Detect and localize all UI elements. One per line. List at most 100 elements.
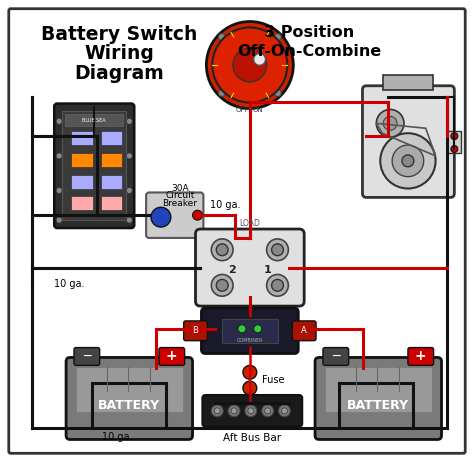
Circle shape	[127, 153, 132, 159]
Text: 1: 1	[264, 265, 272, 274]
Circle shape	[380, 133, 436, 188]
FancyBboxPatch shape	[292, 321, 316, 340]
Circle shape	[216, 244, 228, 255]
Circle shape	[376, 109, 404, 137]
Circle shape	[279, 405, 291, 417]
Text: A: A	[301, 326, 307, 335]
Text: 3 Position: 3 Position	[264, 24, 354, 40]
Text: 10 ga.: 10 ga.	[54, 280, 85, 289]
Circle shape	[192, 210, 202, 220]
Text: ─: ─	[83, 350, 91, 363]
Circle shape	[451, 133, 458, 140]
Circle shape	[219, 34, 225, 41]
FancyBboxPatch shape	[315, 358, 441, 439]
Circle shape	[231, 408, 237, 414]
Circle shape	[214, 408, 220, 414]
Circle shape	[233, 48, 267, 82]
Bar	[71, 175, 93, 188]
Circle shape	[127, 188, 132, 194]
Text: Off-On-Combine: Off-On-Combine	[237, 44, 381, 59]
Text: 10 ga.: 10 ga.	[210, 201, 241, 210]
Circle shape	[243, 381, 257, 395]
Text: ON: ON	[253, 108, 263, 114]
Bar	[71, 131, 93, 145]
Text: Breaker: Breaker	[162, 200, 197, 208]
Bar	[100, 131, 122, 145]
Text: Circuit: Circuit	[165, 191, 194, 201]
Circle shape	[248, 408, 254, 414]
Text: BLUE SEA: BLUE SEA	[82, 118, 106, 123]
FancyBboxPatch shape	[9, 9, 465, 453]
Text: COMBINER: COMBINER	[237, 338, 263, 343]
Circle shape	[262, 405, 273, 417]
Circle shape	[274, 34, 281, 41]
Circle shape	[267, 274, 288, 296]
Text: Fuse: Fuse	[262, 375, 284, 385]
FancyBboxPatch shape	[146, 193, 203, 238]
Circle shape	[211, 274, 233, 296]
FancyBboxPatch shape	[159, 347, 185, 365]
Text: OFF: OFF	[235, 108, 249, 114]
FancyBboxPatch shape	[74, 347, 100, 365]
Circle shape	[267, 239, 288, 261]
Text: 30A: 30A	[171, 183, 189, 193]
Bar	[100, 175, 122, 188]
Circle shape	[245, 405, 257, 417]
Circle shape	[274, 90, 281, 97]
Circle shape	[272, 280, 283, 291]
Circle shape	[254, 54, 265, 65]
Circle shape	[451, 146, 458, 152]
Text: B: B	[192, 326, 199, 335]
Text: LOAD: LOAD	[239, 219, 260, 228]
Circle shape	[238, 325, 246, 333]
Circle shape	[127, 118, 132, 124]
Circle shape	[243, 365, 257, 379]
Bar	[65, 115, 123, 126]
Text: Aft Bus Bar: Aft Bus Bar	[223, 432, 281, 443]
Circle shape	[56, 153, 62, 159]
Text: +: +	[166, 349, 178, 364]
FancyBboxPatch shape	[363, 86, 455, 197]
Circle shape	[211, 405, 223, 417]
Bar	[383, 75, 433, 90]
Circle shape	[216, 280, 228, 291]
Circle shape	[56, 118, 62, 124]
Bar	[76, 367, 182, 412]
Text: 10 ga.: 10 ga.	[101, 432, 132, 443]
Circle shape	[264, 408, 271, 414]
FancyBboxPatch shape	[54, 103, 134, 228]
Text: 2: 2	[228, 265, 236, 274]
Circle shape	[151, 207, 171, 227]
Circle shape	[127, 217, 132, 223]
FancyBboxPatch shape	[66, 358, 192, 439]
Bar	[100, 196, 122, 210]
Text: Battery Switch: Battery Switch	[41, 24, 198, 43]
FancyBboxPatch shape	[195, 229, 304, 306]
Circle shape	[211, 239, 233, 261]
FancyBboxPatch shape	[408, 347, 434, 365]
Bar	[71, 153, 93, 167]
Text: BATTERY: BATTERY	[347, 399, 410, 413]
Circle shape	[282, 408, 287, 414]
FancyBboxPatch shape	[202, 395, 302, 426]
Bar	[325, 367, 432, 412]
Bar	[222, 319, 277, 343]
FancyBboxPatch shape	[183, 321, 207, 340]
Circle shape	[219, 90, 225, 97]
Circle shape	[206, 22, 293, 109]
Bar	[71, 196, 93, 210]
Circle shape	[383, 116, 397, 130]
Circle shape	[228, 405, 240, 417]
Circle shape	[402, 155, 414, 167]
Circle shape	[212, 27, 287, 103]
Text: Diagram: Diagram	[74, 64, 164, 83]
FancyBboxPatch shape	[201, 308, 298, 353]
Circle shape	[272, 244, 283, 255]
Bar	[62, 111, 127, 220]
Circle shape	[56, 188, 62, 194]
Bar	[100, 153, 122, 167]
Text: Wiring: Wiring	[84, 44, 155, 63]
Text: +: +	[415, 349, 427, 364]
Circle shape	[392, 145, 424, 176]
Bar	[447, 131, 461, 153]
